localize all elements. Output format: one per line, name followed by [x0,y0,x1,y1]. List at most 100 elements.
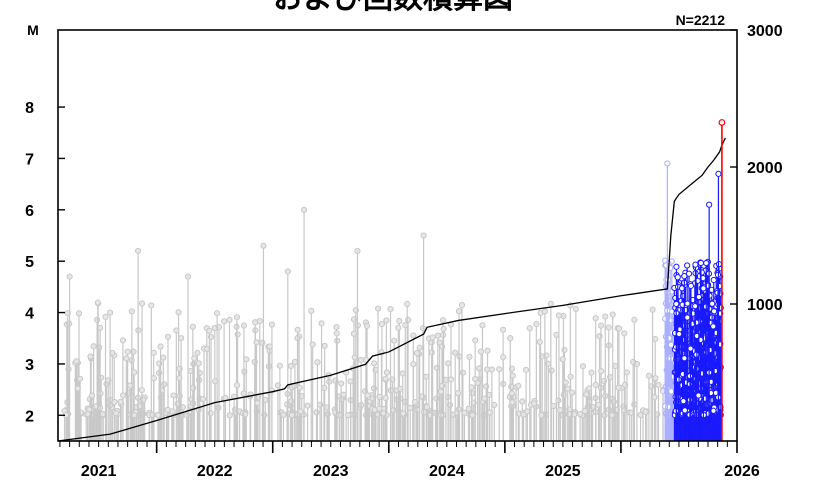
event-marker [710,276,717,284]
event-marker [88,392,96,399]
event-marker [538,412,545,419]
event-marker [149,411,156,418]
event-marker [429,334,436,341]
event-marker [383,369,391,376]
event-marker [194,349,201,357]
event-marker [321,342,328,349]
event-marker [73,358,80,365]
event-marker [131,412,138,419]
event-marker [681,355,688,362]
event-marker [439,317,447,324]
event-marker [675,330,683,338]
event-marker [158,387,165,394]
event-marker [268,321,276,328]
event-marker [588,369,595,376]
event-marker [390,407,397,414]
event-marker [547,300,554,307]
event-marker [308,307,315,314]
event-marker [681,407,688,414]
event-marker [148,302,155,309]
event-marker [300,206,308,213]
event-marker [595,401,602,408]
event-marker [508,383,515,390]
event-marker [592,381,599,389]
event-marker [321,384,328,391]
event-marker [668,388,675,395]
event-marker [274,382,282,389]
event-marker [378,321,386,328]
event-marker [371,406,378,413]
event-marker [243,356,250,363]
event-marker [94,299,101,306]
event-marker [564,385,571,392]
magnitude-tick-label: 7 [25,151,34,168]
event-marker [454,390,462,397]
event-marker [665,403,672,411]
event-marker [519,398,526,405]
event-marker [461,409,468,416]
plot-frame [57,29,738,442]
event-marker [695,392,702,399]
event-marker [297,408,304,415]
event-marker [672,294,679,302]
event-marker [477,348,485,355]
event-marker [338,380,345,387]
event-marker [428,349,435,356]
event-marker [550,402,557,410]
event-marker [376,393,383,400]
event-marker [685,270,693,277]
year-label: 2022 [197,463,233,480]
event-marker [98,374,105,381]
event-marker [695,293,703,301]
event-marker [112,410,120,417]
event-marker [206,327,213,334]
event-marker [265,363,273,370]
event-marker [296,384,303,391]
event-marker [536,338,543,346]
event-marker [240,390,247,397]
event-marker [710,407,717,414]
event-marker [260,242,267,249]
event-marker [313,409,320,416]
event-marker [75,310,83,317]
event-marker [196,369,203,376]
event-marker [565,411,573,418]
event-marker [395,324,402,331]
event-marker [602,313,609,320]
event-marker [700,285,707,292]
event-marker [684,300,691,307]
event-marker [397,385,404,392]
event-marker [440,325,447,333]
event-marker [253,339,260,346]
event-marker [382,375,389,382]
event-marker [469,411,476,419]
mainshock-marker [718,119,726,441]
event-marker [526,325,533,332]
event-marker [500,326,507,333]
event-marker [465,405,472,412]
event-marker [123,355,130,362]
event-marker [90,343,97,350]
event-marker [615,325,623,332]
event-marker [351,354,358,361]
event-marker [612,362,619,370]
event-marker [99,410,106,418]
event-marker [391,337,398,344]
event-marker [347,378,354,385]
event-marker [420,232,427,239]
event-marker [119,337,126,344]
event-marker [466,353,473,360]
event-marker [592,315,599,322]
event-marker [673,263,680,270]
event-marker [623,369,631,376]
event-marker [350,330,358,337]
event-marker [687,345,694,352]
event-marker [233,314,241,321]
event-marker [680,398,687,405]
event-marker [410,361,417,368]
event-marker [615,384,622,391]
event-marker [254,399,261,407]
event-marker [684,262,691,269]
event-marker [423,373,430,380]
event-marker [199,395,207,403]
